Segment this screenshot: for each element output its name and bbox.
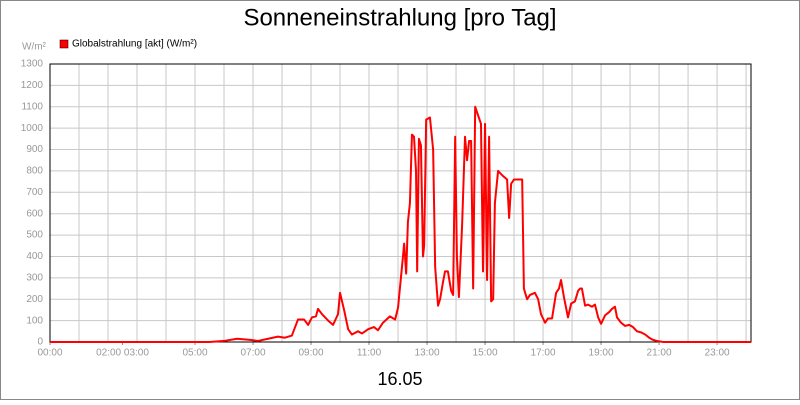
x-tick-label: 09:00 — [299, 348, 324, 359]
y-tick-label: 300 — [26, 272, 43, 283]
x-axis-label: 16.05 — [377, 369, 422, 389]
plot-border — [49, 63, 752, 343]
x-tick-label: 05:00 — [182, 348, 207, 359]
x-tick-label: 23:00 — [705, 348, 730, 359]
data-line — [50, 105, 751, 343]
legend-swatch — [59, 39, 69, 49]
x-tick-label: 07:00 — [241, 348, 266, 359]
y-tick-label: 1000 — [21, 123, 44, 134]
y-tick-label: 1300 — [21, 59, 44, 70]
y-tick-label: 0 — [37, 337, 43, 348]
y-axis-unit: W/m² — [22, 42, 47, 53]
x-tick-label: 02:00 03:00 — [96, 348, 149, 359]
y-tick-label: 700 — [26, 187, 43, 198]
y-tick-label: 200 — [26, 294, 43, 305]
y-tick-label: 1100 — [21, 101, 43, 112]
x-tick-label: 00:00 — [37, 348, 62, 359]
y-tick-label: 600 — [26, 208, 43, 219]
y-tick-label: 500 — [26, 230, 43, 241]
y-tick-label: 400 — [26, 251, 43, 262]
x-tick-label: 19:00 — [589, 348, 614, 359]
y-tick-label: 900 — [26, 144, 43, 155]
y-tick-label: 1200 — [21, 80, 44, 91]
x-tick-label: 15:00 — [473, 348, 498, 359]
y-tick-label: 800 — [26, 166, 43, 177]
y-tick-label: 100 — [26, 315, 43, 326]
x-tick-label: 21:00 — [647, 348, 672, 359]
legend-label: Globalstrahlung [akt] (W/m²) — [72, 39, 197, 50]
x-tick-label: 11:00 — [357, 348, 382, 359]
chart-title: Sonneneinstrahlung [pro Tag] — [243, 4, 556, 31]
x-tick-label: 13:00 — [415, 348, 440, 359]
x-tick-label: 17:00 — [531, 348, 556, 359]
